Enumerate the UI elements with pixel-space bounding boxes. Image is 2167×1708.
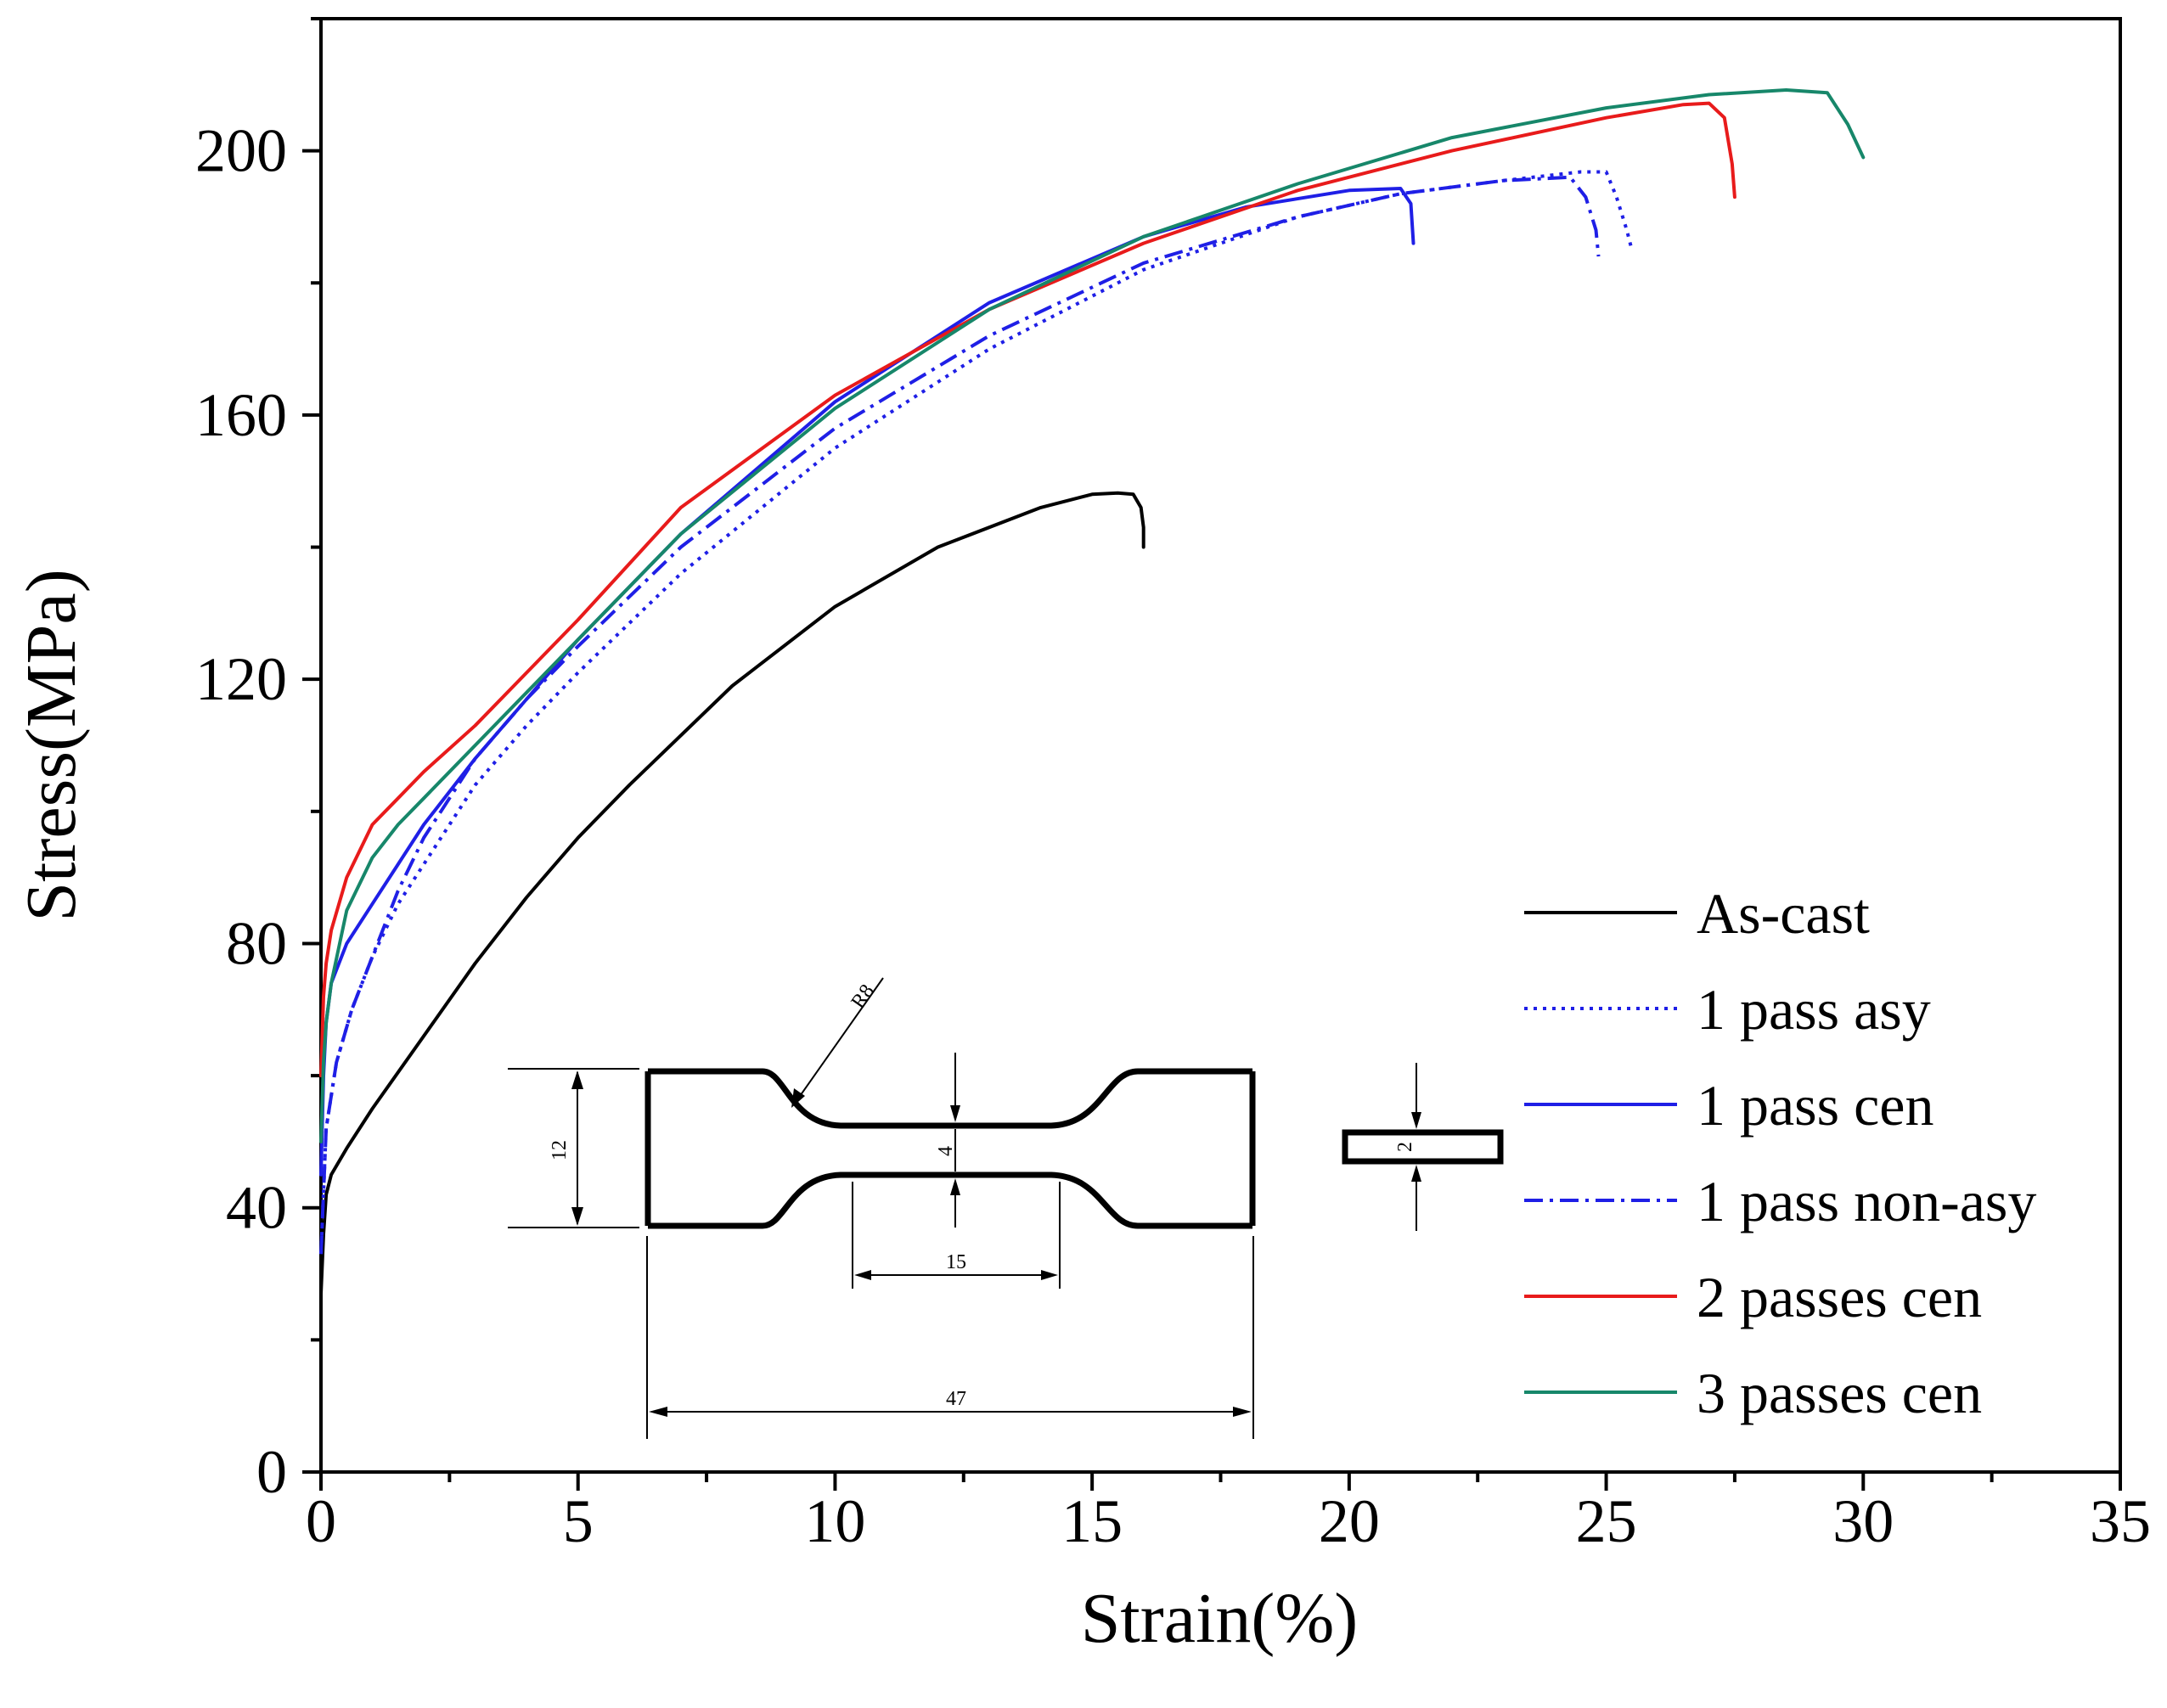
series-line-3-passes-cen [319,88,1866,1143]
series-line-as-cast [319,491,1145,1295]
dim-label-15: 15 [946,1251,966,1273]
legend-label-as-cast: As-cast [1697,881,1870,946]
legend-label-1-pass-cen: 1 pass cen [1697,1073,1933,1138]
dim-47-arrow-right [1233,1407,1252,1417]
dim-2-arrow-bottom [1411,1165,1421,1182]
plot-frame [319,17,2122,1474]
legend-label-3-passes-cen: 3 passes cen [1697,1361,1982,1425]
series-line-1-pass-asy [319,170,1634,1255]
legend-label-1-pass-non-asy: 1 pass non-asy [1697,1169,2036,1233]
specimen-diagram [508,977,1504,1439]
series-line-1-pass-non-asy [319,175,1601,1255]
dim-2-arrow-top [1411,1112,1421,1129]
dim-12-arrow-top [571,1070,583,1089]
dim-r8-leader [797,977,884,1099]
x-tick-label: 20 [1319,1487,1380,1555]
x-axis-tick-labels: 0 5 10 15 20 25 30 35 [306,1487,2151,1555]
dim-label-r8: R8 [847,980,879,1013]
dim-label-47: 47 [946,1388,966,1410]
dim-label-2: 2 [1394,1142,1416,1152]
y-tick-label: 120 [195,645,287,713]
specimen-cross-section [1342,1129,1504,1165]
series-lines [319,88,1866,1295]
dim-4-arrow-bottom [950,1178,960,1195]
legend-label-2-passes-cen: 2 passes cen [1697,1265,1982,1329]
y-axis-ticks [302,17,321,1474]
y-tick-label: 200 [195,117,287,185]
x-tick-label: 35 [2090,1487,2151,1555]
y-tick-label: 160 [195,381,287,449]
x-axis-ticks [319,1472,2122,1491]
legend: As-cast 1 pass asy 1 pass cen 1 pass non-as… [1524,881,2036,1425]
y-tick-label: 80 [226,909,287,977]
y-axis-title: Stress(MPa) [12,569,91,921]
dim-4-arrow-top [950,1105,960,1122]
x-tick-label: 10 [804,1487,865,1555]
dim-15-arrow-right [1041,1270,1058,1280]
y-tick-label: 40 [226,1174,287,1242]
dim-47-arrow-left [649,1407,667,1417]
x-tick-label: 0 [306,1487,336,1555]
x-axis-title: Strain(%) [1081,1579,1359,1658]
dim-label-4: 4 [935,1146,957,1156]
series-line-1-pass-cen [319,187,1416,1177]
specimen-outline-top [648,1068,1252,1129]
x-tick-label: 15 [1061,1487,1123,1555]
y-tick-label: 0 [256,1438,287,1506]
dim-r8-arrow [791,1088,805,1108]
y-axis-tick-labels: 0 40 80 120 160 200 [195,117,287,1506]
x-tick-label: 5 [563,1487,594,1555]
dim-12-arrow-bottom [571,1207,583,1226]
legend-label-1-pass-asy: 1 pass asy [1697,977,1931,1042]
x-tick-label: 25 [1576,1487,1637,1555]
dim-label-12: 12 [549,1140,571,1160]
dim-15-arrow-left [854,1270,871,1280]
x-tick-label: 30 [1832,1487,1894,1555]
series-line-2-passes-cen [319,101,1736,1078]
specimen-outline-bottom [648,1171,1252,1229]
